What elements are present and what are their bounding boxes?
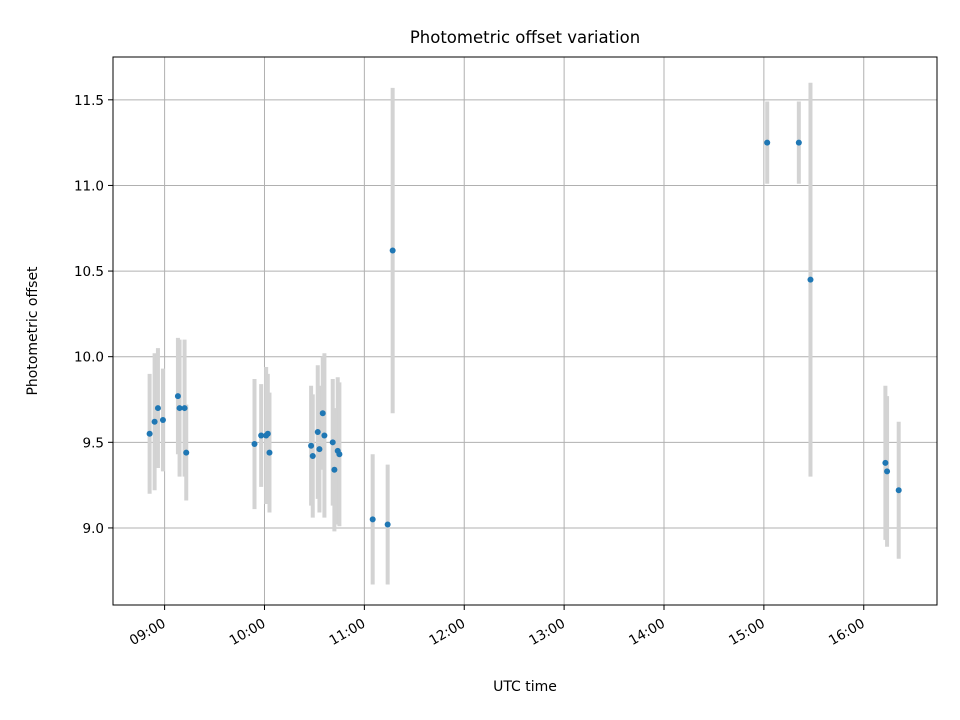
data-point <box>176 405 183 412</box>
data-point <box>384 521 391 528</box>
data-point <box>146 430 153 437</box>
data-point <box>151 418 158 425</box>
data-point <box>314 429 321 436</box>
data-point <box>329 439 336 446</box>
chart-title: Photometric offset variation <box>410 28 640 47</box>
data-point <box>369 516 376 523</box>
data-point <box>316 446 323 453</box>
y-tick-label: 10.0 <box>74 350 104 366</box>
data-point <box>336 451 343 458</box>
data-point <box>882 459 889 466</box>
grid <box>113 57 937 605</box>
x-axis-label: UTC time <box>493 679 557 695</box>
plot-frame <box>112 56 938 606</box>
data-point <box>764 139 771 146</box>
data-point <box>795 139 802 146</box>
data-point <box>251 441 258 448</box>
data-point <box>321 432 328 439</box>
y-tick-label: 11.0 <box>74 178 104 194</box>
data-point <box>183 449 190 456</box>
data-point <box>264 430 271 437</box>
y-axis-label: Photometric offset <box>25 266 41 396</box>
data-point <box>319 410 326 417</box>
y-tick-label: 9.0 <box>83 521 104 537</box>
data-point <box>154 405 161 412</box>
data-point <box>159 417 166 424</box>
data-points <box>146 139 902 528</box>
data-point <box>258 432 265 439</box>
data-point <box>884 468 891 475</box>
data-point <box>807 276 814 283</box>
data-point <box>895 487 902 494</box>
data-point <box>308 442 315 449</box>
data-point <box>309 453 316 460</box>
data-point <box>331 466 338 473</box>
y-tick-label: 11.5 <box>74 93 104 109</box>
data-point <box>181 405 188 412</box>
data-point <box>266 449 273 456</box>
y-tick-label: 10.5 <box>74 264 104 280</box>
data-point <box>174 393 181 400</box>
y-tick-label: 9.5 <box>83 435 104 451</box>
y-axis-ticks: 9.0 9.5 10.0 10.5 11.0 11.5 <box>74 93 113 537</box>
data-point <box>389 247 396 254</box>
